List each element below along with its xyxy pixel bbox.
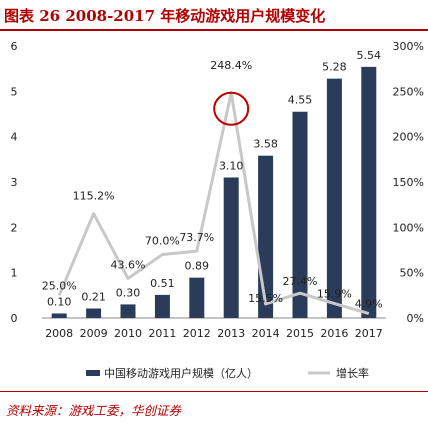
growth-value-label: 4.9% bbox=[355, 298, 383, 311]
chart: 0 1 2 3 4 5 6 0% 50% 100% 150% 200% 250% 300% 0.10 0.21… bbox=[11, 40, 425, 380]
bar-value-label: 0.21 bbox=[81, 290, 106, 303]
growth-value-label: 115.2% bbox=[73, 190, 115, 203]
legend-bar-label: 中国移动游戏用户规模（亿人） bbox=[104, 366, 258, 380]
bar bbox=[326, 78, 342, 318]
x-tick-label: 2015 bbox=[286, 327, 314, 340]
legend-bar-swatch bbox=[86, 370, 100, 376]
bar bbox=[189, 277, 205, 318]
chart-title: 图表 26 2008-2017 年移动游戏用户规模变化 bbox=[4, 7, 326, 25]
bar-value-label: 0.10 bbox=[47, 295, 72, 308]
y-left-tick-label: 4 bbox=[11, 131, 18, 144]
bar-value-label: 0.89 bbox=[185, 260, 210, 273]
y-right-tick-label: 100% bbox=[393, 221, 424, 234]
y-left-tick-label: 5 bbox=[11, 85, 18, 98]
bar-value-label: 4.55 bbox=[288, 94, 313, 107]
y-left-tick-label: 2 bbox=[11, 221, 18, 234]
bar bbox=[86, 308, 102, 318]
y-right-tick-label: 300% bbox=[393, 40, 424, 53]
y-right-tick-label: 0% bbox=[407, 312, 424, 325]
y-right-tick-label: 50% bbox=[400, 267, 424, 280]
y-right-tick-label: 200% bbox=[393, 131, 424, 144]
x-tick-label: 2012 bbox=[183, 327, 211, 340]
growth-value-label: 15.5% bbox=[248, 292, 283, 305]
title-divider bbox=[0, 29, 428, 31]
growth-rate-line bbox=[57, 91, 370, 315]
y-left-tick-label: 3 bbox=[11, 176, 18, 189]
bar bbox=[361, 66, 377, 318]
bar-value-label: 3.10 bbox=[219, 159, 244, 172]
bar bbox=[154, 294, 170, 318]
source-divider bbox=[0, 391, 428, 392]
y-right-tick-label: 250% bbox=[393, 85, 424, 98]
bar-value-label: 0.30 bbox=[116, 286, 141, 299]
growth-value-label: 25.0% bbox=[42, 279, 77, 292]
growth-value-label: 248.4% bbox=[210, 59, 252, 72]
growth-value-label: 73.7% bbox=[179, 231, 214, 244]
x-tick-label: 2008 bbox=[45, 327, 73, 340]
chart-header: 图表 26 2008-2017 年移动游戏用户规模变化 bbox=[0, 0, 428, 31]
bar bbox=[120, 304, 136, 318]
x-tick-label: 2016 bbox=[320, 327, 348, 340]
bar-value-label: 0.51 bbox=[150, 277, 175, 290]
y-left-tick-label: 1 bbox=[11, 267, 18, 280]
y-left-tick-label: 0 bbox=[11, 312, 18, 325]
growth-value-label: 27.4% bbox=[283, 275, 318, 288]
source-note: 资料来源：游戏工委，华创证券 bbox=[6, 403, 182, 418]
x-tick-label: 2014 bbox=[252, 327, 280, 340]
bar bbox=[292, 111, 308, 318]
bar bbox=[51, 313, 67, 318]
bar-value-label: 5.54 bbox=[357, 49, 382, 62]
growth-value-label: 43.6% bbox=[111, 258, 146, 271]
growth-value-label: 15.9% bbox=[317, 288, 352, 301]
growth-value-label: 70.0% bbox=[145, 235, 180, 248]
x-tick-label: 2011 bbox=[148, 327, 176, 340]
bar-value-label: 5.28 bbox=[322, 61, 347, 74]
x-tick-label: 2010 bbox=[114, 327, 142, 340]
highlight-circle bbox=[213, 91, 250, 126]
bar bbox=[223, 177, 239, 318]
x-tick-label: 2013 bbox=[217, 327, 245, 340]
y-right-tick-label: 150% bbox=[393, 176, 424, 189]
legend-line-label: 增长率 bbox=[336, 366, 369, 380]
x-tick-label: 2017 bbox=[355, 327, 383, 340]
x-tick-label: 2009 bbox=[80, 327, 108, 340]
y-left-tick-label: 6 bbox=[11, 40, 18, 53]
bar-value-label: 3.58 bbox=[253, 138, 278, 151]
